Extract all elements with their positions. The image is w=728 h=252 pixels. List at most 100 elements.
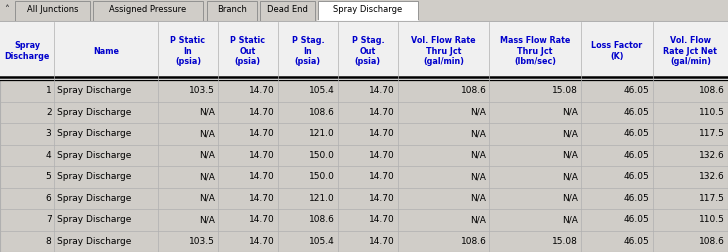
Text: Spray Discharge: Spray Discharge [58, 129, 132, 138]
Text: Spray Discharge: Spray Discharge [333, 5, 403, 14]
Text: 14.70: 14.70 [249, 86, 275, 95]
Text: 46.05: 46.05 [624, 86, 650, 95]
Text: 14.70: 14.70 [369, 172, 395, 181]
Text: 108.6: 108.6 [309, 215, 335, 224]
Text: 103.5: 103.5 [189, 86, 215, 95]
Text: P Static
In
(psia): P Static In (psia) [170, 36, 205, 66]
FancyBboxPatch shape [93, 1, 203, 21]
Text: N/A: N/A [470, 215, 486, 224]
Text: 14.70: 14.70 [249, 215, 275, 224]
Text: Loss Factor
(K): Loss Factor (K) [591, 41, 643, 61]
Text: 14.70: 14.70 [249, 108, 275, 117]
Text: 105.4: 105.4 [309, 86, 335, 95]
Text: 110.5: 110.5 [699, 215, 725, 224]
FancyBboxPatch shape [318, 1, 418, 21]
Text: N/A: N/A [562, 172, 578, 181]
Text: N/A: N/A [199, 215, 215, 224]
Text: 108.6: 108.6 [460, 237, 486, 246]
Text: N/A: N/A [470, 108, 486, 117]
Text: N/A: N/A [199, 108, 215, 117]
Text: 8: 8 [46, 237, 52, 246]
Text: 46.05: 46.05 [624, 172, 650, 181]
Text: 46.05: 46.05 [624, 237, 650, 246]
Text: N/A: N/A [199, 172, 215, 181]
Text: P Static
Out
(psia): P Static Out (psia) [231, 36, 266, 66]
Text: N/A: N/A [562, 129, 578, 138]
Bar [0, 22, 728, 80]
Text: 117.5: 117.5 [699, 129, 725, 138]
Text: ˄: ˄ [4, 5, 9, 15]
Text: N/A: N/A [470, 194, 486, 203]
Text: Spray Discharge: Spray Discharge [58, 172, 132, 181]
Text: Branch: Branch [217, 5, 247, 14]
Text: 14.70: 14.70 [369, 237, 395, 246]
Text: N/A: N/A [562, 194, 578, 203]
Text: N/A: N/A [470, 151, 486, 160]
Text: N/A: N/A [562, 215, 578, 224]
Text: 121.0: 121.0 [309, 129, 335, 138]
Text: 108.6: 108.6 [699, 237, 725, 246]
Text: 132.6: 132.6 [700, 151, 725, 160]
Text: 14.70: 14.70 [249, 151, 275, 160]
Text: 117.5: 117.5 [699, 194, 725, 203]
Text: Name: Name [93, 47, 119, 55]
Text: P Stag.
In
(psia): P Stag. In (psia) [291, 36, 324, 66]
Text: 14.70: 14.70 [249, 172, 275, 181]
Text: Spray Discharge: Spray Discharge [58, 151, 132, 160]
Text: N/A: N/A [562, 151, 578, 160]
Text: 5: 5 [46, 172, 52, 181]
Text: Assigned Pressure: Assigned Pressure [109, 5, 186, 14]
Text: 105.4: 105.4 [309, 237, 335, 246]
Text: 46.05: 46.05 [624, 215, 650, 224]
Text: 46.05: 46.05 [624, 108, 650, 117]
Text: N/A: N/A [470, 129, 486, 138]
Text: 2: 2 [46, 108, 52, 117]
Text: 14.70: 14.70 [249, 194, 275, 203]
Text: 1: 1 [46, 86, 52, 95]
Text: Spray Discharge: Spray Discharge [58, 194, 132, 203]
Text: 3: 3 [46, 129, 52, 138]
Text: 14.70: 14.70 [249, 129, 275, 138]
Text: 14.70: 14.70 [369, 86, 395, 95]
Text: 14.70: 14.70 [369, 194, 395, 203]
Text: Vol. Flow
Rate Jct Net
(gal/min): Vol. Flow Rate Jct Net (gal/min) [663, 36, 717, 66]
Text: 108.6: 108.6 [699, 86, 725, 95]
Text: 103.5: 103.5 [189, 237, 215, 246]
Text: All Junctions: All Junctions [27, 5, 78, 14]
FancyBboxPatch shape [260, 1, 315, 21]
Text: Mass Flow Rate
Thru Jct
(lbm/sec): Mass Flow Rate Thru Jct (lbm/sec) [500, 36, 570, 66]
Text: 108.6: 108.6 [309, 108, 335, 117]
Text: Dead End: Dead End [267, 5, 308, 14]
Text: Spray Discharge: Spray Discharge [58, 86, 132, 95]
FancyBboxPatch shape [207, 1, 257, 21]
Text: Vol. Flow Rate
Thru Jct
(gal/min): Vol. Flow Rate Thru Jct (gal/min) [411, 36, 476, 66]
Text: 14.70: 14.70 [249, 237, 275, 246]
Text: Spray Discharge: Spray Discharge [58, 108, 132, 117]
Text: N/A: N/A [470, 172, 486, 181]
Text: 46.05: 46.05 [624, 129, 650, 138]
Text: 6: 6 [46, 194, 52, 203]
Text: Spray
Discharge: Spray Discharge [4, 41, 50, 61]
Text: 4: 4 [46, 151, 52, 160]
Text: Spray Discharge: Spray Discharge [58, 237, 132, 246]
Text: 150.0: 150.0 [309, 172, 335, 181]
Text: 15.08: 15.08 [552, 237, 578, 246]
Text: 15.08: 15.08 [552, 86, 578, 95]
Text: 108.6: 108.6 [460, 86, 486, 95]
Text: N/A: N/A [199, 151, 215, 160]
Text: 110.5: 110.5 [699, 108, 725, 117]
Text: N/A: N/A [562, 108, 578, 117]
Text: 121.0: 121.0 [309, 194, 335, 203]
Text: 7: 7 [46, 215, 52, 224]
Text: 14.70: 14.70 [369, 151, 395, 160]
Text: 14.70: 14.70 [369, 215, 395, 224]
Text: 150.0: 150.0 [309, 151, 335, 160]
Text: Spray Discharge: Spray Discharge [58, 215, 132, 224]
Text: 14.70: 14.70 [369, 108, 395, 117]
Text: 46.05: 46.05 [624, 194, 650, 203]
FancyBboxPatch shape [15, 1, 90, 21]
Text: N/A: N/A [199, 194, 215, 203]
Text: 132.6: 132.6 [700, 172, 725, 181]
Text: 46.05: 46.05 [624, 151, 650, 160]
Text: 14.70: 14.70 [369, 129, 395, 138]
